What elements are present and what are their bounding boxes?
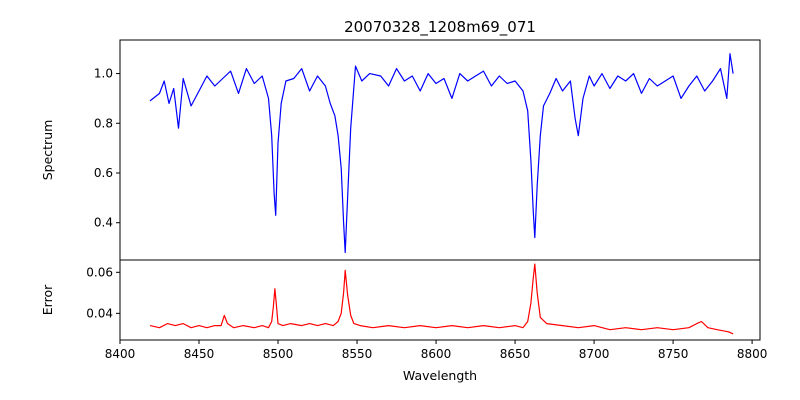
x-tick-label: 8800 <box>737 347 768 361</box>
error-panel: 0.04 0.06 8400 8450 8500 8550 8600 8650 8700 875… <box>40 259 768 383</box>
spectrum-y-tick-label: 1.0 <box>94 67 113 81</box>
x-axis-label: Wavelength <box>403 368 477 383</box>
x-tick-label: 8700 <box>579 347 610 361</box>
error-y-ticks: 0.04 0.06 <box>86 265 120 320</box>
spectrum-y-axis-label: Spectrum <box>40 120 55 181</box>
spectrum-y-tick-label: 0.6 <box>94 166 113 180</box>
chart-title: 20070328_1208m69_071 <box>344 18 536 37</box>
spectrum-y-ticks: 0.4 0.6 0.8 1.0 <box>94 67 120 230</box>
error-y-axis-label: Error <box>40 284 55 315</box>
spectrum-series-line <box>149 53 734 254</box>
x-tick-label: 8650 <box>500 347 531 361</box>
x-tick-label: 8550 <box>342 347 373 361</box>
spectrum-y-tick-label: 0.4 <box>94 216 113 230</box>
x-tick-label: 8400 <box>105 347 136 361</box>
error-y-tick-label: 0.04 <box>86 306 113 320</box>
spectrum-y-tick-label: 0.8 <box>94 116 113 130</box>
wavelength-x-ticks: 8400 8450 8500 8550 8600 8650 8700 8750 8800 <box>105 340 768 361</box>
x-tick-label: 8600 <box>421 347 452 361</box>
spectrum-panel: 0.4 0.6 0.8 1.0 Spectrum <box>40 39 761 261</box>
error-y-tick-label: 0.06 <box>86 265 113 279</box>
x-tick-label: 8500 <box>263 347 294 361</box>
x-tick-label: 8750 <box>658 347 689 361</box>
x-tick-label: 8450 <box>184 347 215 361</box>
error-plot-frame <box>119 259 761 341</box>
error-series-line <box>149 263 734 335</box>
